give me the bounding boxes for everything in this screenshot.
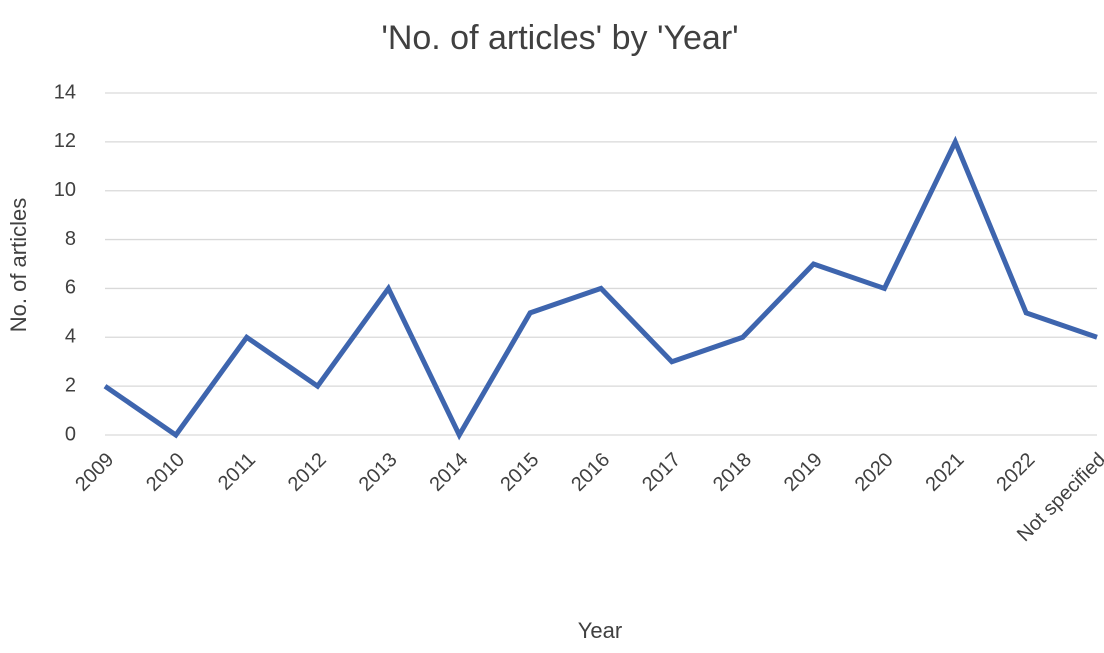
- x-tick-label: 2015: [496, 449, 543, 496]
- x-tick-label: 2010: [142, 449, 189, 496]
- y-tick-label: 2: [65, 374, 76, 396]
- x-tick-label: 2009: [71, 449, 118, 496]
- line: [103, 135, 1098, 441]
- y-tick-label: 12: [54, 130, 76, 152]
- x-tick-label: 2018: [709, 449, 756, 496]
- y-tick-label: 6: [65, 277, 76, 299]
- y-tick-label: 10: [54, 179, 76, 201]
- x-tick-label: 2021: [922, 449, 969, 496]
- y-tick-label: 14: [54, 81, 76, 103]
- x-tick-label: 2022: [992, 449, 1039, 496]
- x-tick-label: 2016: [567, 449, 614, 496]
- y-tick-label: 0: [65, 423, 76, 445]
- x-tick-label: 2014: [426, 449, 473, 496]
- y-axis-title: No. of articles: [6, 198, 31, 333]
- x-axis-title: Year: [578, 618, 622, 643]
- x-tick-label: 2011: [214, 449, 260, 495]
- x-tick-label: 2020: [851, 449, 898, 496]
- y-tick-label: 4: [65, 326, 76, 348]
- chart-title: 'No. of articles' by 'Year': [381, 19, 738, 57]
- x-tick-label: 2017: [638, 449, 685, 496]
- y-tick-label: 8: [65, 228, 76, 250]
- x-tick-label: 2013: [355, 449, 402, 496]
- x-tick-label: 2012: [284, 449, 331, 496]
- x-tick-label: 2019: [780, 449, 827, 496]
